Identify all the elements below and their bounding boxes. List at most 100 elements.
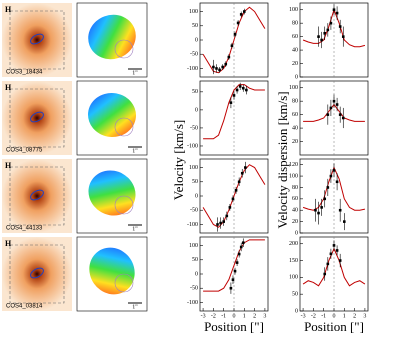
y-tick-label: 100 [189, 165, 198, 171]
y-tick-label: -50 [190, 125, 198, 131]
scale-label: 1" [132, 148, 138, 154]
y-tick-label: -100 [187, 222, 198, 228]
y-tick-label: 20 [292, 219, 298, 225]
data-point [215, 67, 218, 70]
data-point [232, 94, 236, 97]
model-line [202, 164, 266, 228]
y-tick-label: 100 [289, 173, 298, 179]
data-point [338, 25, 342, 28]
data-point [229, 101, 233, 104]
x-tick-label: 2 [353, 313, 356, 319]
data-point [338, 113, 342, 116]
y-tick-label: 100 [289, 275, 298, 281]
data-point [326, 28, 330, 32]
data-point [225, 214, 229, 218]
data-point [338, 259, 342, 262]
y-tick-label: 60 [292, 112, 298, 118]
data-point [332, 99, 336, 103]
data-point [230, 44, 234, 47]
data-point [231, 197, 235, 201]
kinematic-ellipse [30, 189, 44, 201]
data-point [241, 241, 245, 244]
y-tick-label: -50 [190, 52, 198, 58]
data-point [241, 86, 245, 90]
data-point [237, 180, 241, 184]
x-tick-label: 3 [263, 313, 266, 319]
y-tick-label: 50 [192, 257, 198, 263]
galaxy-name: COS4_03814 [6, 304, 43, 310]
galaxy-name: COS4_08775 [6, 148, 43, 154]
y-axis-label: Velocity [km/s] [171, 120, 186, 201]
y-tick-label: 120 [289, 162, 298, 168]
model-line [203, 84, 265, 140]
data-point [233, 269, 237, 273]
data-point [212, 65, 215, 69]
band-label: H [5, 83, 12, 92]
data-point [317, 35, 320, 38]
y-tick-label: 50 [192, 23, 198, 29]
hst-image [2, 81, 72, 155]
y-tick-label: 80 [292, 185, 298, 191]
data-point [238, 85, 242, 88]
y-axis-label: Velocity dispersion [km/s] [275, 91, 290, 228]
y-tick-label: 50 [292, 292, 298, 298]
data-point [326, 262, 330, 266]
x-tick-label: 1 [343, 313, 346, 319]
x-tick-label: 0 [233, 313, 236, 319]
y-tick-label: 100 [189, 9, 198, 15]
y-tick-label: -50 [190, 286, 198, 292]
y-tick-label: 60 [292, 34, 298, 40]
model-line [202, 6, 266, 74]
velocity-map [88, 170, 136, 216]
galaxy-name: COS4_44133 [6, 226, 43, 232]
data-point [239, 245, 243, 249]
velocity-map [88, 92, 136, 138]
data-point [231, 278, 235, 281]
x-tick-label: -3 [301, 313, 306, 319]
data-point [332, 244, 336, 247]
y-tick-label: 0 [295, 308, 298, 314]
x-axis-label: Position ["] [204, 319, 264, 334]
data-point [335, 103, 339, 106]
data-point [245, 88, 248, 92]
data-point [326, 186, 330, 189]
data-point [236, 21, 240, 25]
hst-box [9, 88, 65, 148]
x-tick-label: 2 [253, 313, 256, 319]
data-point [229, 286, 233, 290]
x-tick-label: 1 [243, 313, 246, 319]
data-point [338, 208, 342, 212]
scale-label: 1" [132, 226, 138, 232]
y-tick-label: 150 [289, 258, 298, 264]
data-point [341, 35, 345, 38]
hst-image [2, 159, 72, 233]
y-tick-label: -100 [187, 143, 198, 149]
hst-box [9, 10, 65, 70]
data-point [329, 21, 333, 25]
data-point [234, 189, 238, 192]
data-point [329, 174, 333, 178]
data-point [329, 252, 333, 256]
data-point [326, 113, 330, 116]
y-tick-label: 80 [292, 99, 298, 105]
y-tick-label: 40 [292, 47, 298, 53]
y-tick-label: -50 [190, 208, 198, 214]
data-point [233, 33, 237, 36]
psf-circle [114, 195, 134, 215]
data-point [235, 261, 239, 264]
band-label: H [5, 239, 12, 248]
y-tick-label: 20 [292, 139, 298, 145]
data-point [335, 11, 339, 15]
y-tick-label: 50 [192, 179, 198, 185]
data-point [343, 220, 346, 223]
data-point [329, 106, 333, 110]
y-tick-label: 0 [195, 107, 198, 113]
y-tick-label: 20 [292, 61, 298, 67]
x-axis-label: Position ["] [304, 319, 364, 334]
data-point [320, 38, 323, 42]
y-tick-label: 0 [295, 230, 298, 236]
data-point [219, 221, 222, 225]
model-line [203, 239, 265, 292]
x-tick-label: -2 [211, 313, 216, 319]
